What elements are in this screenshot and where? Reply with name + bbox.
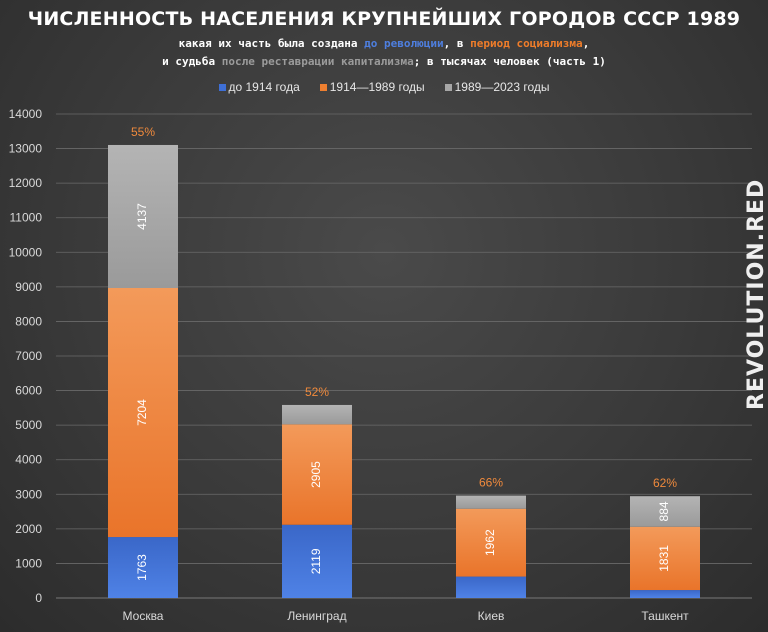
bar-value-label: 7204 bbox=[135, 399, 149, 426]
y-tick-label: 9000 bbox=[15, 280, 42, 294]
y-tick-label: 0 bbox=[35, 591, 42, 605]
percent-label: 52% bbox=[305, 385, 329, 399]
y-tick-label: 6000 bbox=[15, 384, 42, 398]
subtitle-line-2: и судьба после реставрации капитализма; … bbox=[0, 53, 768, 71]
y-tick-label: 3000 bbox=[15, 487, 42, 501]
chart-header: ЧИСЛЕННОСТЬ НАСЕЛЕНИЯ КРУПНЕЙШИХ ГОРОДОВ… bbox=[0, 8, 768, 71]
chart-title: ЧИСЛЕННОСТЬ НАСЕЛЕНИЯ КРУПНЕЙШИХ ГОРОДОВ… bbox=[27, 8, 741, 30]
legend-item-1989-2023: 1989—2023 годы bbox=[444, 80, 550, 94]
legend-label: до 1914 года bbox=[228, 80, 300, 94]
bar-value-label: 2119 bbox=[309, 548, 323, 574]
x-tick-label: Ленинград bbox=[287, 609, 346, 623]
y-tick-label: 1000 bbox=[15, 556, 42, 570]
bar-segment bbox=[108, 287, 178, 538]
bar-value-label: 1831 bbox=[657, 545, 671, 572]
bar-value-label: 884 bbox=[657, 501, 671, 521]
bar-segment bbox=[456, 495, 526, 509]
watermark-logo: REVOLUTION.RED bbox=[744, 178, 768, 410]
legend-item-pre-1914: до 1914 года bbox=[218, 80, 300, 94]
bar-segment bbox=[630, 496, 700, 527]
legend-label: 1914—1989 годы bbox=[329, 80, 425, 94]
bar-segment bbox=[456, 508, 526, 577]
x-tick-label: Ташкент bbox=[641, 609, 689, 623]
chart-legend: до 1914 года 1914—1989 годы 1989—2023 го… bbox=[0, 80, 768, 94]
bar-segment bbox=[456, 576, 526, 598]
y-tick-label: 5000 bbox=[15, 418, 42, 432]
legend-label: 1989—2023 годы bbox=[454, 80, 550, 94]
legend-swatch bbox=[218, 83, 226, 91]
bar-segment bbox=[108, 537, 178, 598]
subtitle-highlight-restoration: после реставрации капитализма bbox=[221, 55, 414, 68]
subtitle-text: какая их часть была создана bbox=[178, 37, 365, 50]
y-tick-label: 2000 bbox=[15, 522, 42, 536]
bar-value-label: 1962 bbox=[483, 529, 497, 556]
subtitle-text: , в bbox=[443, 37, 471, 50]
bars bbox=[108, 144, 700, 598]
y-tick-label: 4000 bbox=[15, 453, 42, 467]
percent-label: 62% bbox=[653, 476, 677, 490]
y-tick-label: 14000 bbox=[9, 107, 43, 121]
bar-segment bbox=[282, 524, 352, 598]
bar-segment bbox=[282, 404, 352, 425]
bar-segment bbox=[630, 526, 700, 591]
bar-segment bbox=[282, 424, 352, 525]
subtitle-text: и судьба bbox=[162, 55, 222, 68]
subtitle-line-1: какая их часть была создана до революции… bbox=[0, 35, 768, 53]
x-tick-label: Киев bbox=[478, 609, 505, 623]
x-axis: Москва Ленинград Киев Ташкент bbox=[123, 609, 690, 623]
bar-segment bbox=[630, 590, 700, 598]
legend-item-1914-1989: 1914—1989 годы bbox=[319, 80, 425, 94]
bar-value-label: 4137 bbox=[135, 203, 149, 230]
x-tick-label: Москва bbox=[123, 609, 164, 623]
data-labels: 1763 7204 4137 55% 2119 2905 52% 1962 66% 1831 884… bbox=[131, 125, 677, 581]
legend-swatch bbox=[319, 83, 327, 91]
y-tick-label: 10000 bbox=[9, 245, 43, 259]
y-axis: 0 1000 2000 3000 4000 5000 6000 7000 8000 9000 100… bbox=[9, 107, 43, 605]
subtitle-highlight-before-revolution: до революции bbox=[364, 37, 444, 50]
subtitle-text: ; в тысячах человек (часть 1) bbox=[413, 55, 606, 68]
y-tick-label: 13000 bbox=[9, 142, 43, 156]
y-tick-label: 12000 bbox=[9, 176, 43, 190]
percent-label: 55% bbox=[131, 125, 155, 139]
bar-value-label: 2905 bbox=[309, 461, 323, 488]
y-tick-label: 11000 bbox=[10, 211, 43, 225]
subtitle-text: , bbox=[582, 37, 590, 50]
y-tick-label: 8000 bbox=[15, 314, 42, 328]
subtitle-highlight-socialism: период социализма bbox=[470, 37, 583, 50]
chart-subtitle: какая их часть была создана до революции… bbox=[0, 35, 768, 71]
y-tick-label: 7000 bbox=[15, 349, 42, 363]
bar-value-label: 1763 bbox=[135, 554, 149, 581]
bar-segment bbox=[108, 144, 178, 288]
legend-swatch bbox=[444, 83, 452, 91]
percent-label: 66% bbox=[479, 476, 503, 490]
